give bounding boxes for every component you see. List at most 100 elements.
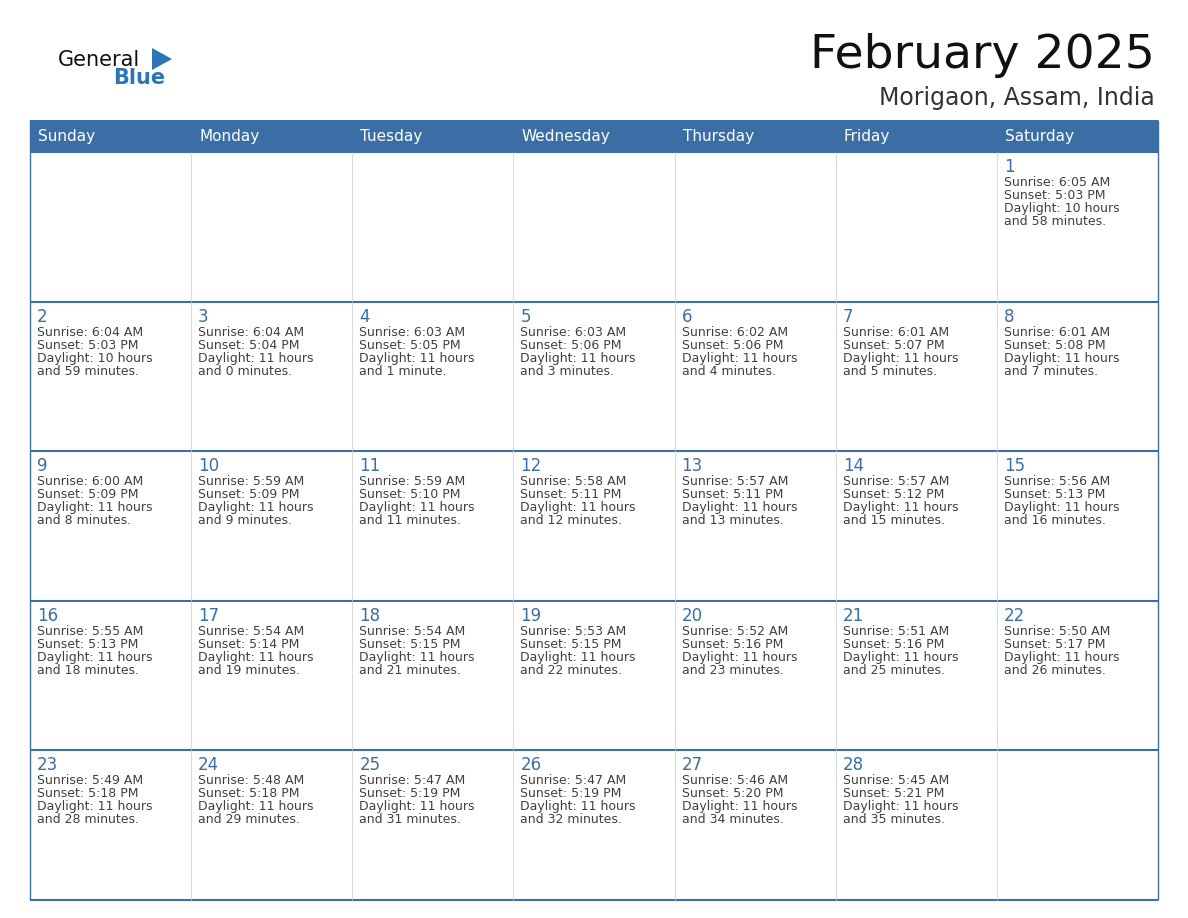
Text: Sunset: 5:09 PM: Sunset: 5:09 PM <box>37 488 139 501</box>
Text: Sunrise: 5:53 AM: Sunrise: 5:53 AM <box>520 625 627 638</box>
Text: Blue: Blue <box>113 68 165 88</box>
Text: Daylight: 11 hours: Daylight: 11 hours <box>359 352 475 364</box>
Text: 26: 26 <box>520 756 542 775</box>
Bar <box>997 600 1158 750</box>
Bar <box>997 302 1158 452</box>
Bar <box>675 452 835 600</box>
Text: Daylight: 11 hours: Daylight: 11 hours <box>1004 651 1119 664</box>
Text: and 26 minutes.: and 26 minutes. <box>1004 664 1106 677</box>
Text: Sunset: 5:19 PM: Sunset: 5:19 PM <box>359 788 461 800</box>
Text: Sunset: 5:06 PM: Sunset: 5:06 PM <box>682 339 783 352</box>
Text: and 15 minutes.: and 15 minutes. <box>842 514 944 527</box>
Text: and 21 minutes.: and 21 minutes. <box>359 664 461 677</box>
Text: and 8 minutes.: and 8 minutes. <box>37 514 131 527</box>
Text: Sunrise: 5:54 AM: Sunrise: 5:54 AM <box>198 625 304 638</box>
Text: Daylight: 11 hours: Daylight: 11 hours <box>682 352 797 364</box>
Text: Daylight: 11 hours: Daylight: 11 hours <box>842 352 959 364</box>
Text: 6: 6 <box>682 308 693 326</box>
Text: 28: 28 <box>842 756 864 775</box>
Text: Tuesday: Tuesday <box>360 129 423 143</box>
Bar <box>997 750 1158 900</box>
Text: and 34 minutes.: and 34 minutes. <box>682 813 783 826</box>
Text: 4: 4 <box>359 308 369 326</box>
Text: Sunrise: 6:00 AM: Sunrise: 6:00 AM <box>37 476 144 488</box>
Bar <box>191 152 353 302</box>
Text: 20: 20 <box>682 607 702 625</box>
Text: Sunset: 5:20 PM: Sunset: 5:20 PM <box>682 788 783 800</box>
Bar <box>835 600 997 750</box>
Text: and 12 minutes.: and 12 minutes. <box>520 514 623 527</box>
Text: Sunrise: 6:02 AM: Sunrise: 6:02 AM <box>682 326 788 339</box>
Text: Sunset: 5:18 PM: Sunset: 5:18 PM <box>37 788 139 800</box>
Text: Sunset: 5:15 PM: Sunset: 5:15 PM <box>520 638 623 651</box>
Text: Sunrise: 6:05 AM: Sunrise: 6:05 AM <box>1004 176 1110 189</box>
Text: Sunset: 5:21 PM: Sunset: 5:21 PM <box>842 788 944 800</box>
Text: Sunset: 5:10 PM: Sunset: 5:10 PM <box>359 488 461 501</box>
Text: Sunset: 5:07 PM: Sunset: 5:07 PM <box>842 339 944 352</box>
Bar <box>353 750 513 900</box>
Text: Daylight: 11 hours: Daylight: 11 hours <box>520 501 636 514</box>
Text: and 28 minutes.: and 28 minutes. <box>37 813 139 826</box>
Text: Sunrise: 5:47 AM: Sunrise: 5:47 AM <box>359 775 466 788</box>
Text: Daylight: 11 hours: Daylight: 11 hours <box>842 501 959 514</box>
Text: 19: 19 <box>520 607 542 625</box>
Text: Daylight: 10 hours: Daylight: 10 hours <box>1004 202 1119 215</box>
Text: Daylight: 11 hours: Daylight: 11 hours <box>1004 501 1119 514</box>
Bar <box>513 600 675 750</box>
Text: Sunrise: 5:48 AM: Sunrise: 5:48 AM <box>198 775 304 788</box>
Text: and 3 minutes.: and 3 minutes. <box>520 364 614 377</box>
Text: Daylight: 11 hours: Daylight: 11 hours <box>842 651 959 664</box>
Text: and 0 minutes.: and 0 minutes. <box>198 364 292 377</box>
Bar <box>30 750 191 900</box>
Polygon shape <box>152 48 172 70</box>
Bar <box>30 302 191 452</box>
Text: Daylight: 11 hours: Daylight: 11 hours <box>520 352 636 364</box>
Bar <box>353 600 513 750</box>
Bar <box>30 600 191 750</box>
Text: and 16 minutes.: and 16 minutes. <box>1004 514 1106 527</box>
Text: Sunrise: 5:45 AM: Sunrise: 5:45 AM <box>842 775 949 788</box>
Text: Daylight: 11 hours: Daylight: 11 hours <box>198 800 314 813</box>
Text: Sunset: 5:16 PM: Sunset: 5:16 PM <box>842 638 944 651</box>
Text: Sunrise: 6:04 AM: Sunrise: 6:04 AM <box>198 326 304 339</box>
Text: 16: 16 <box>37 607 58 625</box>
Text: 22: 22 <box>1004 607 1025 625</box>
Text: Sunrise: 5:58 AM: Sunrise: 5:58 AM <box>520 476 627 488</box>
Text: and 25 minutes.: and 25 minutes. <box>842 664 944 677</box>
Bar <box>353 302 513 452</box>
Text: Daylight: 11 hours: Daylight: 11 hours <box>682 501 797 514</box>
Text: 17: 17 <box>198 607 220 625</box>
Text: and 22 minutes.: and 22 minutes. <box>520 664 623 677</box>
Text: Sunrise: 5:59 AM: Sunrise: 5:59 AM <box>359 476 466 488</box>
Text: Sunrise: 5:56 AM: Sunrise: 5:56 AM <box>1004 476 1110 488</box>
Bar <box>30 452 191 600</box>
Text: Sunset: 5:06 PM: Sunset: 5:06 PM <box>520 339 623 352</box>
Text: and 35 minutes.: and 35 minutes. <box>842 813 944 826</box>
Text: Sunset: 5:05 PM: Sunset: 5:05 PM <box>359 339 461 352</box>
Text: Sunrise: 6:03 AM: Sunrise: 6:03 AM <box>520 326 626 339</box>
Text: Sunday: Sunday <box>38 129 95 143</box>
Text: 13: 13 <box>682 457 703 476</box>
Text: 9: 9 <box>37 457 48 476</box>
Text: Sunrise: 6:01 AM: Sunrise: 6:01 AM <box>1004 326 1110 339</box>
Text: and 9 minutes.: and 9 minutes. <box>198 514 292 527</box>
Text: and 19 minutes.: and 19 minutes. <box>198 664 301 677</box>
Text: Sunset: 5:17 PM: Sunset: 5:17 PM <box>1004 638 1105 651</box>
Text: Monday: Monday <box>200 129 259 143</box>
Text: Daylight: 10 hours: Daylight: 10 hours <box>37 352 152 364</box>
Text: Sunrise: 6:01 AM: Sunrise: 6:01 AM <box>842 326 949 339</box>
Text: Sunrise: 5:51 AM: Sunrise: 5:51 AM <box>842 625 949 638</box>
Text: Daylight: 11 hours: Daylight: 11 hours <box>520 651 636 664</box>
Bar <box>513 452 675 600</box>
Text: and 18 minutes.: and 18 minutes. <box>37 664 139 677</box>
Bar <box>675 750 835 900</box>
Text: 25: 25 <box>359 756 380 775</box>
Text: Daylight: 11 hours: Daylight: 11 hours <box>37 501 152 514</box>
Text: 12: 12 <box>520 457 542 476</box>
Text: and 32 minutes.: and 32 minutes. <box>520 813 623 826</box>
Text: 10: 10 <box>198 457 220 476</box>
Bar <box>835 750 997 900</box>
Text: Sunset: 5:11 PM: Sunset: 5:11 PM <box>682 488 783 501</box>
Text: Sunrise: 5:52 AM: Sunrise: 5:52 AM <box>682 625 788 638</box>
Text: Sunset: 5:08 PM: Sunset: 5:08 PM <box>1004 339 1106 352</box>
